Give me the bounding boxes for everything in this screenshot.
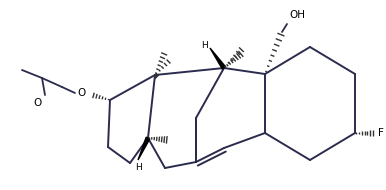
Text: O: O xyxy=(78,88,86,98)
Text: O: O xyxy=(34,98,42,108)
Polygon shape xyxy=(138,137,150,160)
Text: H: H xyxy=(201,41,208,51)
Polygon shape xyxy=(210,48,226,69)
Text: H: H xyxy=(135,162,141,172)
Text: OH: OH xyxy=(289,10,305,20)
Text: F: F xyxy=(378,128,384,138)
